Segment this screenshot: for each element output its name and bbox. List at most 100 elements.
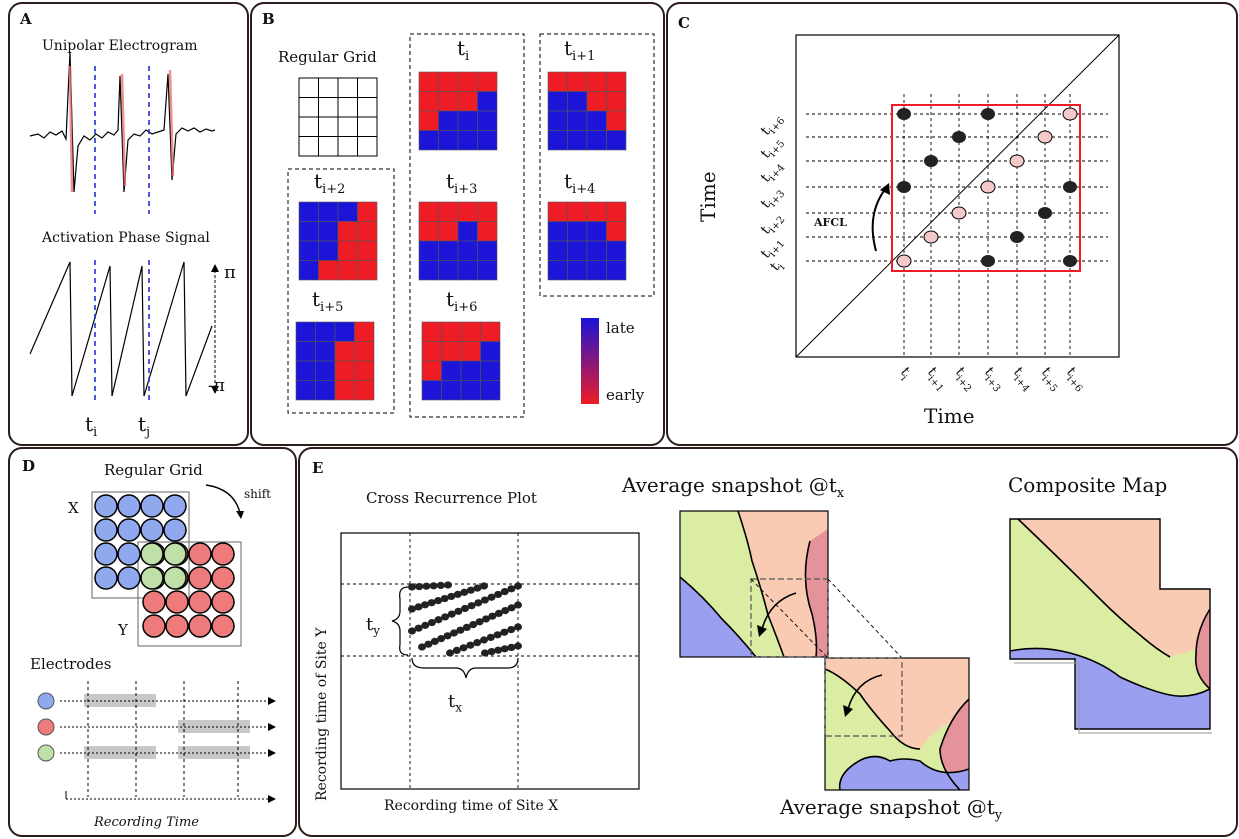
crp-point [414,603,423,611]
recurrence-point [1063,255,1077,267]
y-tick-label: ti+4 [758,157,788,187]
crp-point [414,624,423,632]
x-tick-label: ti+1 [922,364,952,394]
snapshot-x-title: Average snapshot @tx [622,473,845,501]
diagonal-point [1009,154,1025,168]
electrode-overlap [140,566,164,590]
time-markers [94,66,150,404]
electrode-legend-dot [37,718,55,736]
panel-e: E Cross Recurrence Plot Recording time o… [298,447,1238,837]
panel-d-diagram [37,484,276,803]
crp-point [467,602,476,610]
crp-point [427,618,436,627]
regular-grid-label: Regular Grid [278,48,377,66]
composite-title: Composite Map [1008,473,1168,497]
recurrence-point [1063,181,1077,193]
electrode-y [211,614,235,638]
afcl-arrow [871,187,887,252]
y-tick-label: ti+5 [758,133,788,163]
crp-points [408,581,522,657]
crp-x-axis: Recording time of Site X [384,798,559,814]
x-tick-label: ti+3 [979,364,1009,394]
label-t-i2: ti+2 [314,169,346,197]
dashed-group [287,168,395,414]
crp-title: Cross Recurrence Plot [366,489,537,507]
diagonal-point [951,206,967,220]
diagonal-point [980,180,996,194]
snapshot-y-map [824,657,970,791]
crp-point [500,628,509,636]
crp-point [421,621,430,629]
electrode-y [211,590,235,614]
crp-point [424,640,433,648]
phase-trace [29,261,213,397]
x-tick-label: ti [895,364,915,383]
legend-early: early [606,386,645,404]
recording-time-label: Recording Time [94,815,199,830]
y-axis-title: Time [696,171,720,222]
electrode-y [211,542,235,566]
recurrence-point [897,108,911,120]
panel-b: B Regular Grid ti ti+1 ti+2 ti+3 ti+4 ti… [250,2,665,446]
diagonal-point [1037,130,1053,144]
crp-dashes [341,533,639,789]
crp-point [493,631,502,639]
crp-point [473,639,482,647]
electrode-x [94,518,118,542]
electrode-x [140,518,164,542]
panel-d-label: D [22,457,36,475]
recurrence-point [924,155,938,167]
activation-markers [68,65,175,193]
phase-signal-title: Activation Phase Signal [42,230,210,246]
electrode-x [163,494,187,518]
electrode-y [142,614,166,638]
crp-point [408,605,416,613]
crp-point [462,623,471,631]
electrode-overlap [140,542,164,566]
diagonal-point [923,230,939,244]
label-t-i3: ti+3 [446,169,478,197]
ty-brace [391,586,409,656]
electrode-y [188,614,212,638]
crp-point [487,648,496,656]
x-tick-label: ti+6 [1061,364,1091,394]
crp-point [452,646,461,654]
grid-x-label: X [68,499,79,517]
crp-point [514,642,522,650]
activation-grid [547,201,627,281]
snapshot-x-map [679,510,829,658]
panel-a-label: A [20,10,32,28]
diagonal-line [795,34,1120,358]
electrode-x [117,518,141,542]
crp-point [408,583,416,591]
electrode-x [94,566,118,590]
activation-grid [298,201,378,281]
afcl-label: AFCL [814,216,847,229]
activation-grid [421,321,501,401]
x-axis-title: Time [924,404,975,428]
panel-c-label: C [678,14,690,32]
panel-e-diagram [340,510,1212,791]
recurrence-point [1038,207,1052,219]
recurrence-point [952,131,966,143]
crp-point [480,582,488,590]
crp-frame [340,532,640,790]
regular-grid [298,77,378,157]
crp-point [441,613,450,621]
recurrence-point [981,108,995,120]
crp-point [440,594,449,603]
panel-d: D Regular Grid X Y shift Electrodes Reco… [8,447,297,837]
crp-point [481,649,489,657]
electrode-legend-dot [37,744,55,762]
label-t-i1: ti+1 [564,36,596,64]
electrode-y [165,614,189,638]
electrode-x [117,542,141,566]
crp-point [474,599,483,607]
tj-label: tj [138,412,151,440]
electrode-x [140,494,164,518]
label-t-i6: ti+6 [446,287,478,315]
crp-point [507,604,516,612]
crp-point [494,590,503,599]
ty-label: ty [366,614,381,638]
x-tick-label: ti+4 [1008,364,1038,394]
